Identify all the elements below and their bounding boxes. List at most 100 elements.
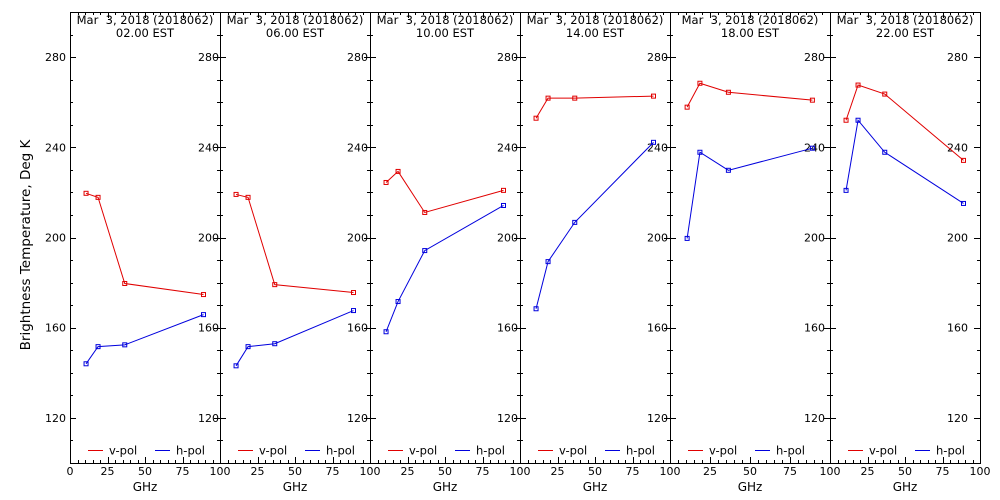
data-point-v-pol: [201, 292, 206, 298]
series-line-h-pol: [535, 141, 654, 309]
x-axis-title: GHz: [893, 480, 918, 494]
x-axis-title: GHz: [283, 480, 308, 494]
x-tick-label: 100: [360, 465, 381, 478]
data-point-v-pol: [122, 281, 128, 287]
series-line-h-pol: [85, 314, 204, 365]
data-point-h-pol: [122, 342, 128, 348]
panel-subtitle: 14.00 EST: [566, 26, 625, 40]
y-tick-label: 280: [45, 51, 66, 64]
data-point-v-pol: [422, 209, 428, 215]
data-point-h-pol: [501, 202, 506, 208]
y-tick-label: 160: [804, 322, 825, 335]
x-tick-label: 50: [438, 465, 452, 478]
panel-title: Mar 3, 2018 (2018062): [377, 13, 514, 27]
data-point-h-pol: [855, 117, 861, 123]
series-line-v-pol: [845, 84, 964, 161]
y-tick-label: 280: [647, 51, 668, 64]
x-tick-label: 75: [326, 465, 340, 478]
axis-ticks: [70, 12, 221, 464]
x-tick-label: 25: [551, 465, 565, 478]
y-tick-label: 280: [804, 51, 825, 64]
x-tick-label: 50: [588, 465, 602, 478]
panel-subtitle: 06.00 EST: [266, 26, 325, 40]
x-tick-label: 25: [401, 465, 415, 478]
data-point-v-pol: [395, 168, 401, 174]
data-point-h-pol: [245, 344, 251, 350]
legend-label-v-pol: v-pol: [409, 444, 437, 458]
data-point-h-pol: [843, 187, 849, 193]
panel-title: Mar 3, 2018 (2018062): [837, 13, 974, 27]
data-point-h-pol: [383, 329, 389, 335]
data-point-v-pol: [651, 93, 656, 99]
x-tick-label: 0: [67, 465, 74, 478]
legend-label-v-pol: v-pol: [709, 444, 737, 458]
legend-label-v-pol: v-pol: [559, 444, 587, 458]
y-tick-label: 200: [947, 232, 968, 245]
data-point-h-pol: [83, 361, 89, 367]
data-point-h-pol: [545, 259, 551, 265]
data-point-v-pol: [245, 194, 251, 200]
y-tick-label: 200: [347, 232, 368, 245]
panel-1: 0 25 50 75 100 120 120 160 160 200 200 240 240 280 280…: [45, 12, 231, 494]
y-tick-label: 200: [647, 232, 668, 245]
axis-ticks: [370, 12, 521, 464]
legend-label-h-pol: h-pol: [476, 444, 505, 458]
y-tick-label: 280: [347, 51, 368, 64]
data-point-v-pol: [684, 104, 690, 110]
data-point-h-pol: [882, 149, 888, 155]
series-line-h-pol: [845, 119, 964, 204]
panel-title: Mar 3, 2018 (2018062): [77, 13, 214, 27]
x-tick-label: 50: [898, 465, 912, 478]
y-tick-label: 160: [947, 322, 968, 335]
data-point-h-pol: [809, 145, 815, 151]
x-tick-label: 100: [820, 465, 841, 478]
data-point-v-pol: [272, 282, 278, 288]
legend-label-v-pol: v-pol: [259, 444, 287, 458]
x-tick-label: 50: [288, 465, 302, 478]
data-point-v-pol: [383, 179, 389, 185]
x-tick-label: 25: [703, 465, 717, 478]
y-tick-label: 120: [947, 412, 968, 425]
data-point-h-pol: [422, 248, 428, 254]
data-point-v-pol: [843, 117, 849, 123]
y-tick-label: 120: [804, 412, 825, 425]
x-tick-label: 25: [861, 465, 875, 478]
y-tick-label: 160: [198, 322, 219, 335]
data-point-v-pol: [882, 91, 888, 97]
data-point-h-pol: [725, 167, 731, 173]
data-point-v-pol: [572, 95, 578, 101]
series-line-v-pol: [535, 95, 654, 119]
data-point-v-pol: [961, 157, 966, 163]
panel-6: 25 50 75 100 120 160 200 240 280 Mar 3, 2018 (201…: [830, 12, 991, 494]
panel-subtitle: 22.00 EST: [876, 26, 935, 40]
panel-4: 25 50 75 100 120 160 200 240 280 Mar 3, 2018 (201…: [520, 12, 681, 494]
data-point-v-pol: [233, 191, 239, 197]
data-point-v-pol: [501, 187, 506, 193]
y-tick-label: 160: [647, 322, 668, 335]
axis-ticks: [220, 12, 371, 464]
y-tick-label: 120: [45, 412, 66, 425]
data-point-h-pol: [651, 139, 656, 145]
legend-label-h-pol: h-pol: [176, 444, 205, 458]
data-point-v-pol: [697, 80, 703, 86]
panel-subtitle: 18.00 EST: [721, 26, 780, 40]
y-tick-label: 240: [497, 141, 518, 154]
x-axis-title: GHz: [738, 480, 763, 494]
data-point-h-pol: [572, 219, 578, 225]
y-tick-label: 160: [497, 322, 518, 335]
y-tick-label: 200: [804, 232, 825, 245]
y-tick-label: 280: [497, 51, 518, 64]
x-tick-label: 75: [626, 465, 640, 478]
legend-label-v-pol: v-pol: [869, 444, 897, 458]
data-point-v-pol: [855, 82, 861, 88]
x-tick-label: 100: [510, 465, 531, 478]
x-tick-label: 25: [101, 465, 115, 478]
x-tick-label: 75: [176, 465, 190, 478]
y-axis-title: Brightness Temperature, Deg K: [18, 138, 34, 350]
x-axis-title: GHz: [133, 480, 158, 494]
y-tick-label: 280: [198, 51, 219, 64]
data-point-h-pol: [351, 308, 356, 314]
y-tick-label: 240: [45, 141, 66, 154]
data-point-h-pol: [697, 149, 703, 155]
series-line-v-pol: [235, 193, 354, 294]
